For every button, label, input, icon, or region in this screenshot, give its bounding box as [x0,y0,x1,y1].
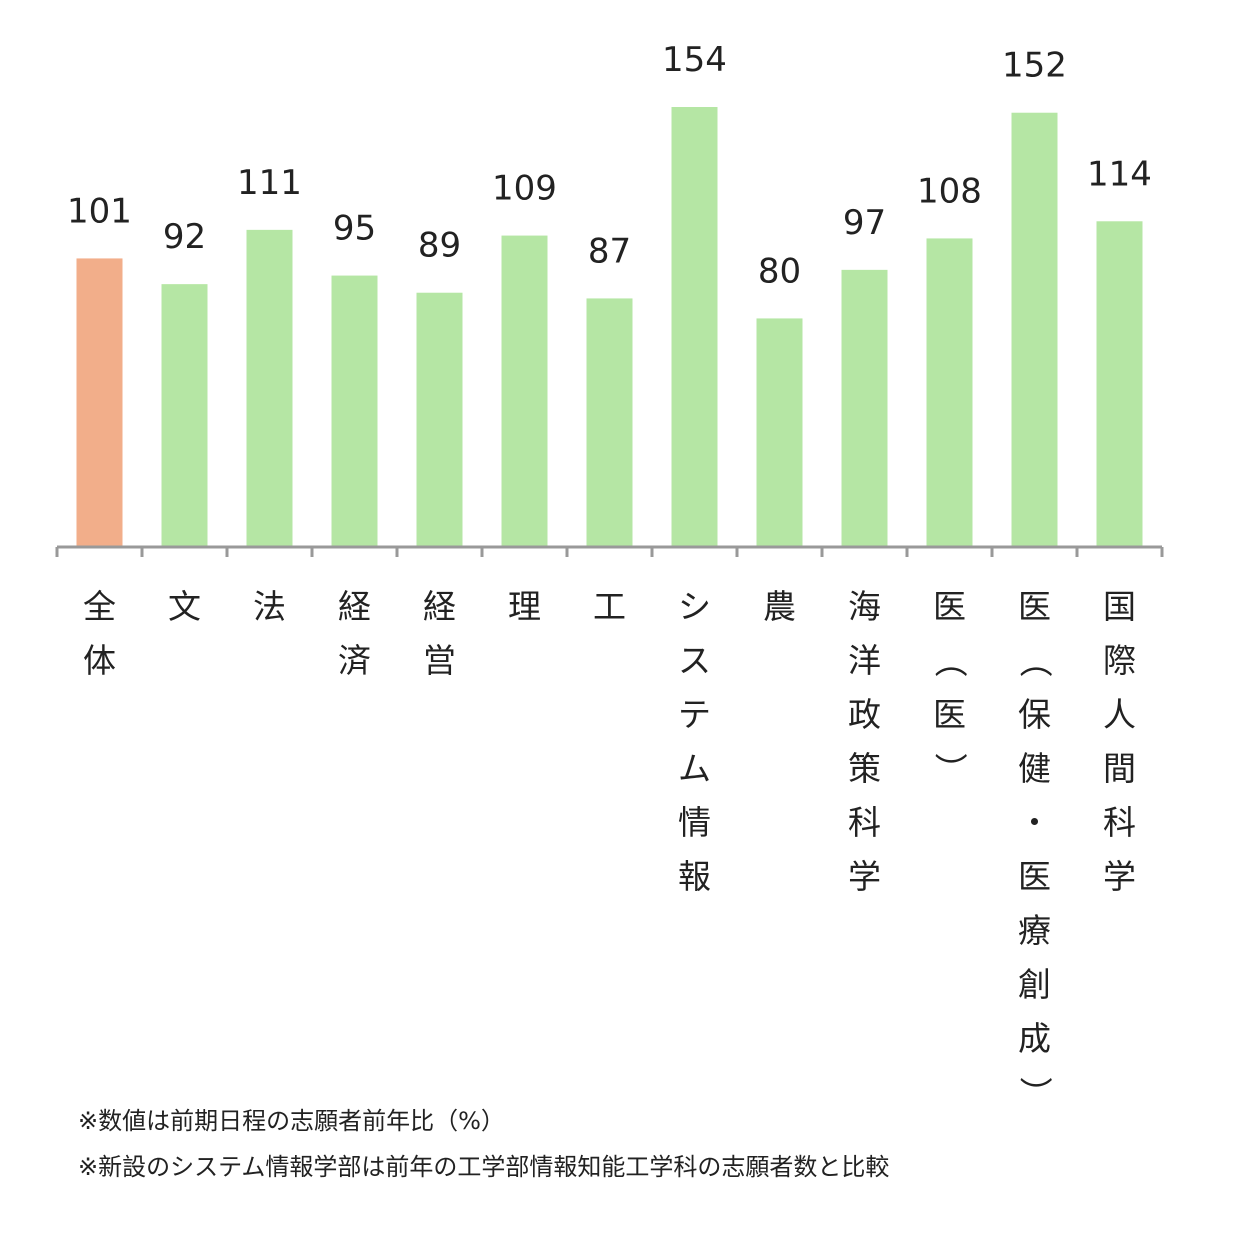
bar [586,298,633,547]
value-label: 87 [588,231,631,271]
category-label-char: 間 [1103,749,1136,788]
value-label: 92 [163,217,206,257]
category-label-char: 学 [1103,857,1136,896]
bar [756,318,803,547]
value-label: 80 [758,251,801,291]
category-label-char: 農 [763,587,796,626]
category-label-char: 国 [1103,587,1136,626]
value-label: 97 [843,203,886,243]
value-label: 109 [492,169,557,209]
footnote-1: ※数値は前期日程の志願者前年比（%） [78,1107,505,1135]
category-label-char: テ [678,695,711,734]
category-label-char: 文 [168,587,201,626]
bars-group [76,107,1143,548]
category-label-char: 経 [423,587,456,626]
category-label-char: 医 [1018,857,1051,896]
category-label-char: 済 [338,641,371,680]
category-label-char: 医 [1018,587,1051,626]
category-label-char: 保 [1018,695,1051,734]
bar [331,275,378,547]
category-label-char: 人 [1103,695,1136,734]
category-label-char: ム [678,749,711,788]
bar [501,235,548,548]
category-label-char: 成 [1018,1019,1051,1058]
footnotes: ※数値は前期日程の志願者前年比（%） ※新設のシステム情報学部は前年の工学部情報… [78,1098,889,1190]
value-label: 114 [1087,154,1152,194]
category-label-char: ・ [1018,803,1051,842]
bar [841,269,888,547]
category-label-char: 療 [1018,911,1051,950]
category-label-char: 情 [678,803,711,842]
value-labels-group: 101 92 111 95 89 109 87 154 80 97 108 152 114 [67,40,1152,291]
category-label-char: 全 [83,587,116,626]
bar [246,229,293,547]
category-label-char: 経 [338,587,371,626]
bar [1096,221,1143,548]
category-label-char: 政 [848,695,881,734]
category-label-char: シ [678,587,711,626]
category-label-char: 医 [933,587,966,626]
bar [926,238,973,547]
category-label-char: 体 [83,641,116,680]
category-label-char: 健 [1018,749,1051,788]
category-label-char: 科 [848,803,881,842]
value-label: 154 [662,40,727,80]
category-label-char: 理 [508,587,541,626]
category-label-char: 創 [1018,965,1051,1004]
category-label-char: 際 [1103,641,1136,680]
category-label-char: 学 [848,857,881,896]
value-label: 95 [333,209,376,249]
bar [76,258,123,547]
value-label: 101 [67,191,132,231]
category-label-char: ） [1016,1077,1055,1110]
category-label-char: ス [678,641,711,680]
category-label-char: 海 [848,587,881,626]
category-label-char: 洋 [848,641,881,680]
value-label: 111 [237,163,302,203]
category-label-char: 科 [1103,803,1136,842]
category-label-char: 報 [678,857,711,896]
category-label-char: 法 [253,587,286,626]
bar [671,107,718,547]
value-label: 108 [917,171,982,211]
bar [1011,112,1058,547]
category-labels-group: 全体文法経済経営理工システム情報農 海洋政策科学医（医）医（保健・医療創成）国際人… [83,587,1136,1110]
category-label-char: 策 [848,749,881,788]
category-label-char: （ [931,645,970,678]
category-label-char: （ [1016,645,1055,678]
category-label-char: ） [931,753,970,786]
category-label-char: 営 [423,641,456,680]
footnote-2: ※新設のシステム情報学部は前年の工学部情報知能工学科の志願者数と比較 [78,1153,890,1181]
bar [416,292,463,547]
category-label-char: 医 [933,695,966,734]
value-label: 152 [1002,46,1067,86]
x-axis [55,545,1164,557]
value-label: 89 [418,226,461,266]
category-label-char: 工 [593,587,626,626]
bar [161,284,208,547]
